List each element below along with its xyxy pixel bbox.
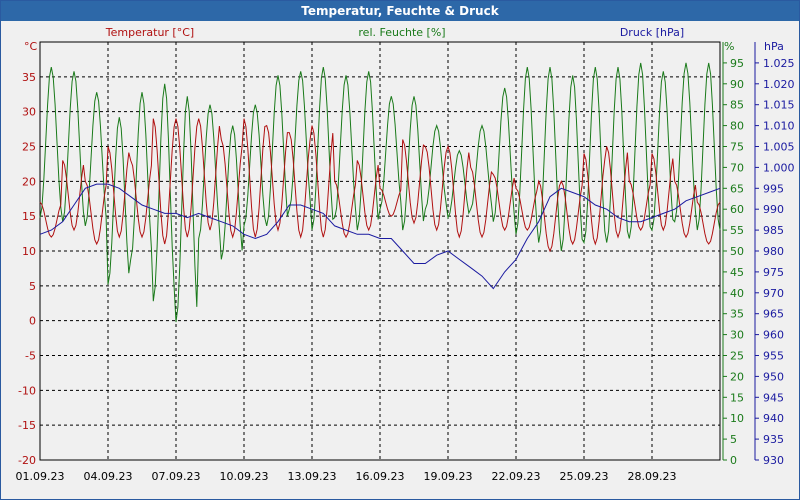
press-axis-label: Druck [hPa]: [620, 26, 684, 39]
temp-tick-label: -20: [18, 454, 36, 467]
temp-tick-label: 30: [22, 106, 36, 119]
x-tick-label: 10.09.23: [220, 470, 269, 483]
press-tick-label: 965: [763, 308, 784, 321]
hum-tick-label: 45: [730, 266, 744, 279]
temp-tick-label: 10: [22, 245, 36, 258]
press-tick-label: 975: [763, 266, 784, 279]
chart-title: Temperatur, Feuchte & Druck: [1, 1, 799, 21]
x-tick-label: 07.09.23: [152, 470, 201, 483]
hum-tick-label: 5: [730, 433, 737, 446]
temp-tick-label: -5: [25, 350, 36, 363]
x-tick-label: 16.09.23: [356, 470, 405, 483]
x-axis-ticks: 01.09.23 04.09.23 07.09.23 10.09.23 13.09.23…: [16, 470, 677, 483]
hum-tick-label: 10: [730, 412, 744, 425]
press-tick-label: 950: [763, 370, 784, 383]
press-tick-label: 970: [763, 287, 784, 300]
temp-tick-label: 5: [29, 280, 36, 293]
press-tick-label: 1.000: [763, 161, 795, 174]
press-tick-label: 995: [763, 182, 784, 195]
hum-tick-label: 30: [730, 329, 744, 342]
press-tick-label: 1.015: [763, 99, 795, 112]
x-tick-label: 25.09.23: [560, 470, 609, 483]
hum-axis-label: rel. Feuchte [%]: [358, 26, 445, 39]
temp-axis-label: Temperatur [°C]: [105, 26, 194, 39]
temp-tick-label: 0: [29, 315, 36, 328]
temp-unit-label: °C: [24, 40, 38, 53]
press-tick-label: 955: [763, 350, 784, 363]
temp-axis-ticks: -20 -15 -10 -5 0 5 10 15 20 25 30 35: [18, 71, 36, 467]
hum-axis-ticks: 0 5 10 15 20 25 30 35 40 45 50 55 60 65 70 75 80 85 90 95: [723, 57, 744, 467]
hum-tick-label: 70: [730, 161, 744, 174]
x-tick-label: 13.09.23: [288, 470, 337, 483]
press-axis-ticks: 930 935 940 945 950 955 960 965 970 975 980 985 990 9…: [755, 57, 795, 467]
temp-tick-label: 20: [22, 175, 36, 188]
hum-tick-label: 90: [730, 78, 744, 91]
hum-unit-label: %: [724, 40, 734, 53]
hum-tick-label: 75: [730, 141, 744, 154]
hum-tick-label: 85: [730, 99, 744, 112]
press-tick-label: 990: [763, 203, 784, 216]
temperature-line: [39, 118, 721, 253]
temp-tick-label: 15: [22, 210, 36, 223]
hum-tick-label: 55: [730, 224, 744, 237]
press-tick-label: 940: [763, 412, 784, 425]
hum-tick-label: 35: [730, 308, 744, 321]
press-tick-label: 930: [763, 454, 784, 467]
press-tick-label: 1.020: [763, 78, 795, 91]
x-tick-label: 01.09.23: [16, 470, 65, 483]
hum-tick-label: 95: [730, 57, 744, 70]
hum-tick-label: 65: [730, 182, 744, 195]
press-tick-label: 1.005: [763, 141, 795, 154]
x-tick-label: 22.09.23: [492, 470, 541, 483]
press-unit-label: hPa: [764, 40, 784, 53]
press-tick-label: 1.025: [763, 57, 795, 70]
x-tick-label: 04.09.23: [84, 470, 133, 483]
pressure-line: [39, 183, 721, 290]
press-tick-label: 945: [763, 391, 784, 404]
temp-tick-label: -10: [18, 384, 36, 397]
press-tick-label: 980: [763, 245, 784, 258]
x-tick-label: 28.09.23: [628, 470, 677, 483]
temp-tick-label: 35: [22, 71, 36, 84]
temp-tick-label: -15: [18, 419, 36, 432]
hum-tick-label: 40: [730, 287, 744, 300]
hum-tick-label: 0: [730, 454, 737, 467]
press-tick-label: 960: [763, 329, 784, 342]
hum-tick-label: 15: [730, 391, 744, 404]
hum-tick-label: 20: [730, 370, 744, 383]
press-tick-label: 935: [763, 433, 784, 446]
x-tick-label: 19.09.23: [424, 470, 473, 483]
hum-tick-label: 50: [730, 245, 744, 258]
hum-tick-label: 25: [730, 350, 744, 363]
humidity-line: [39, 62, 721, 323]
press-tick-label: 1.010: [763, 120, 795, 133]
data-series: [39, 62, 721, 323]
hum-tick-label: 60: [730, 203, 744, 216]
hum-tick-label: 80: [730, 120, 744, 133]
grid-lines: [39, 41, 756, 461]
press-tick-label: 985: [763, 224, 784, 237]
temp-tick-label: 25: [22, 141, 36, 154]
